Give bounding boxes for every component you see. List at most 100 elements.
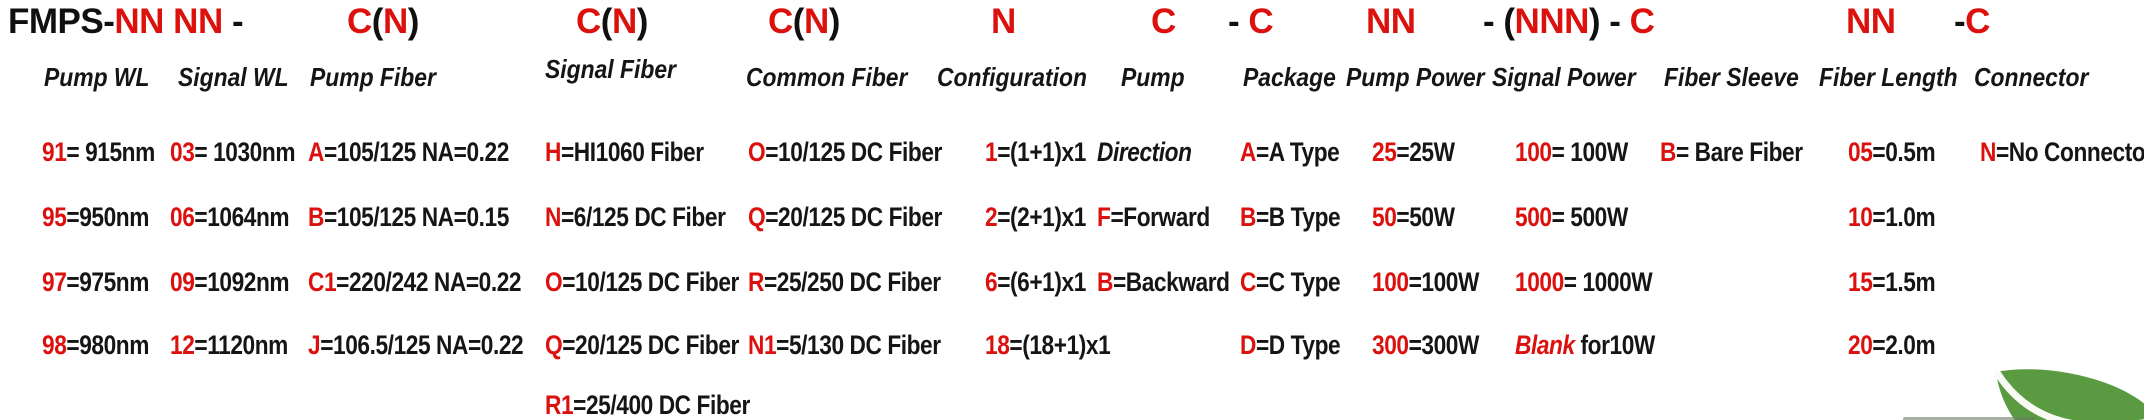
cell-description: =B Type bbox=[1255, 202, 1341, 232]
cell-code: 15 bbox=[1848, 267, 1873, 297]
code-letter: ) bbox=[636, 2, 649, 41]
column-header-signal-fiber: Signal Fiber bbox=[545, 54, 676, 84]
part-code-segment-9: NN bbox=[1846, 2, 1896, 42]
cell-code: 6 bbox=[985, 267, 998, 297]
cell-fiber-length-1: 10=1.0m bbox=[1848, 202, 1936, 233]
cell-description: =6/125 DC Fiber bbox=[560, 202, 726, 232]
cell-code: 500 bbox=[1515, 202, 1552, 232]
cell-description: =No Connector bbox=[1995, 137, 2144, 167]
code-letter: N bbox=[611, 2, 637, 41]
cell-description: =1120nm bbox=[194, 330, 288, 360]
cell-description: =(2+1)x1 bbox=[997, 202, 1086, 232]
cell-code: B bbox=[1097, 267, 1113, 297]
cell-code: Q bbox=[545, 330, 563, 360]
code-letter: - bbox=[1228, 2, 1249, 41]
cell-description: =950nm bbox=[66, 202, 149, 232]
cell-signal-power-3: Blank for10W bbox=[1515, 330, 1655, 361]
cell-configuration-2: 6=(6+1)x1 bbox=[985, 267, 1086, 298]
cell-configuration-0: 1=(1+1)x1 bbox=[985, 137, 1086, 168]
cell-signal-fiber-1: N=6/125 DC Fiber bbox=[545, 202, 726, 233]
code-letter: ) - bbox=[1588, 2, 1630, 41]
code-letter: C bbox=[1248, 2, 1274, 41]
cell-description: =10/125 DC Fiber bbox=[765, 137, 942, 167]
column-header-fiber-length: Fiber Length bbox=[1819, 62, 1958, 92]
part-code-segment-4: N bbox=[991, 2, 1016, 42]
code-letter: NN bbox=[1846, 2, 1896, 41]
cell-pump-power-2: 100=100W bbox=[1372, 267, 1479, 298]
cell-code: 2 bbox=[985, 202, 998, 232]
cell-description: = 915nm bbox=[66, 137, 155, 167]
cell-description: =1064nm bbox=[194, 202, 290, 232]
cell-description: =105/125 NA=0.22 bbox=[323, 137, 509, 167]
code-letter: NNN bbox=[1514, 2, 1590, 41]
cell-code: 05 bbox=[1848, 137, 1873, 167]
cell-signal-wl-0: 03= 1030nm bbox=[170, 137, 295, 168]
cell-description: =Forward bbox=[1110, 202, 1210, 232]
cell-pump-direction-0: Direction bbox=[1097, 137, 1192, 168]
cell-pump-direction-1: F=Forward bbox=[1097, 202, 1210, 233]
cell-signal-fiber-2: O=10/125 DC Fiber bbox=[545, 267, 739, 298]
cell-description: = 1030nm bbox=[194, 137, 296, 167]
cell-package-1: B=B Type bbox=[1240, 202, 1341, 233]
column-header-pump-direction: Pump bbox=[1121, 62, 1185, 92]
partial-logo-edge bbox=[1903, 417, 2035, 420]
cell-pump-fiber-2: C1=220/242 NA=0.22 bbox=[308, 267, 522, 298]
code-letter: ) bbox=[828, 2, 841, 41]
part-code-segment-1: C(N) bbox=[347, 2, 419, 42]
cell-code: H bbox=[545, 137, 561, 167]
cell-code: F bbox=[1097, 202, 1111, 232]
cell-signal-fiber-0: H=HI1060 Fiber bbox=[545, 137, 704, 168]
part-code-segment-10: -C bbox=[1954, 2, 1990, 42]
part-code-segment-7: NN bbox=[1366, 2, 1416, 42]
cell-code: C bbox=[1240, 267, 1256, 297]
cell-code: 1 bbox=[985, 137, 998, 167]
cell-description: =1.0m bbox=[1872, 202, 1936, 232]
cell-configuration-1: 2=(2+1)x1 bbox=[985, 202, 1086, 233]
leaf-logo bbox=[1988, 366, 2144, 420]
cell-description: =10/125 DC Fiber bbox=[562, 267, 739, 297]
cell-code: 100 bbox=[1372, 267, 1409, 297]
column-header-configuration: Configuration bbox=[937, 62, 1087, 92]
cell-code: R1 bbox=[545, 390, 574, 420]
cell-code: 12 bbox=[170, 330, 195, 360]
cell-description: =D Type bbox=[1255, 330, 1341, 360]
cell-description: =(6+1)x1 bbox=[997, 267, 1086, 297]
cell-signal-power-2: 1000= 1000W bbox=[1515, 267, 1653, 298]
cell-description: =300W bbox=[1408, 330, 1480, 360]
cell-description: =975nm bbox=[66, 267, 149, 297]
code-letter: - bbox=[222, 2, 253, 41]
cell-code: 95 bbox=[42, 202, 67, 232]
cell-code: B bbox=[1660, 137, 1676, 167]
code-letter: ( bbox=[600, 2, 613, 41]
cell-code: J bbox=[308, 330, 321, 360]
cell-code: O bbox=[748, 137, 766, 167]
cell-code: 50 bbox=[1372, 202, 1397, 232]
code-letter: N bbox=[991, 2, 1016, 41]
code-letter: N bbox=[382, 2, 408, 41]
part-code-segment-6: - C bbox=[1228, 2, 1274, 42]
cell-code: 98 bbox=[42, 330, 67, 360]
cell-pump-wl-1: 95=950nm bbox=[42, 202, 149, 233]
part-code-segment-2: C(N) bbox=[576, 2, 648, 42]
cell-signal-fiber-3: Q=20/125 DC Fiber bbox=[545, 330, 739, 361]
column-header-package: Package bbox=[1243, 62, 1336, 92]
cell-description: =100W bbox=[1408, 267, 1480, 297]
cell-description: =1092nm bbox=[194, 267, 290, 297]
cell-description: =25W bbox=[1396, 137, 1455, 167]
column-header-signal-power: Signal Power bbox=[1492, 62, 1636, 92]
cell-code: Q bbox=[748, 202, 766, 232]
cell-description: =(18+1)x1 bbox=[1009, 330, 1111, 360]
cell-description: =0.5m bbox=[1872, 137, 1936, 167]
cell-pump-power-1: 50=50W bbox=[1372, 202, 1455, 233]
cell-code: 20 bbox=[1848, 330, 1873, 360]
cell-pump-power-0: 25=25W bbox=[1372, 137, 1455, 168]
cell-code: A bbox=[308, 137, 324, 167]
cell-description: =106.5/125 NA=0.22 bbox=[320, 330, 524, 360]
cell-fiber-length-3: 20=2.0m bbox=[1848, 330, 1936, 361]
column-header-connector: Connector bbox=[1974, 62, 2089, 92]
cell-common-fiber-1: Q=20/125 DC Fiber bbox=[748, 202, 942, 233]
leaf-icon bbox=[1994, 369, 2144, 420]
cell-common-fiber-3: N1=5/130 DC Fiber bbox=[748, 330, 941, 361]
code-letter: ( bbox=[371, 2, 384, 41]
